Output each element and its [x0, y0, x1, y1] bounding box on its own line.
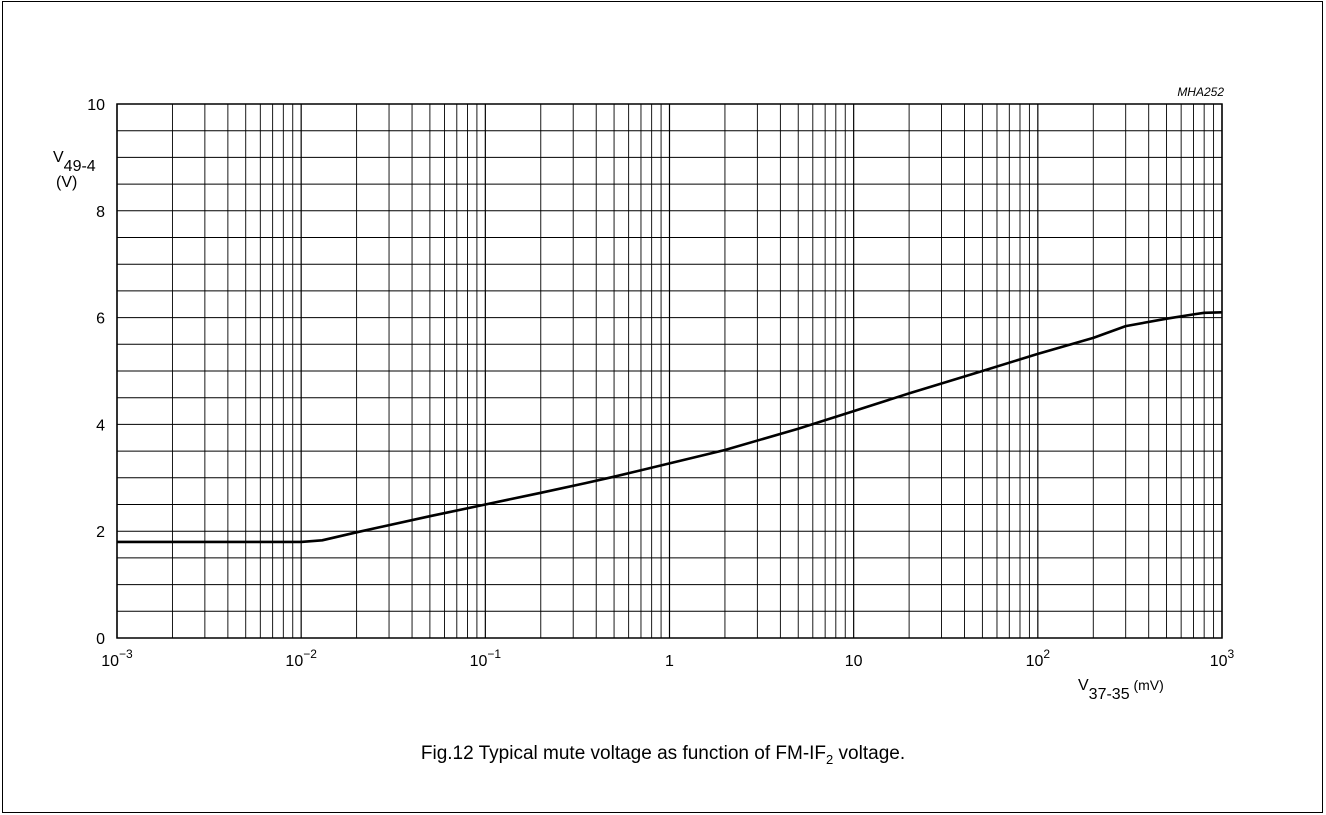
x-tick-label: 1 [665, 653, 674, 670]
y-axis-label: V49-4 [53, 149, 96, 175]
x-tick-label: 10−3 [101, 647, 133, 670]
y-tick-label: 6 [96, 311, 105, 328]
series-line [117, 311, 1223, 544]
y-tick-label: 10 [87, 97, 105, 114]
x-tick-label: 10−1 [470, 647, 502, 670]
caption-suffix: voltage. [833, 743, 906, 764]
x-tick-label: 102 [1026, 647, 1051, 670]
caption-subscript: 2 [826, 751, 834, 767]
y-tick-label: 4 [96, 417, 105, 434]
figure-caption: Fig.12 Typical mute voltage as function … [0, 743, 1326, 767]
y-axis-unit: (V) [56, 174, 77, 191]
caption-text: Fig.12 Typical mute voltage as function … [420, 743, 827, 764]
x-tick-label: 10−2 [285, 647, 317, 670]
drawing-code: MHA252 [1177, 85, 1224, 99]
x-axis-label: V37-35 (mV) [1078, 677, 1164, 703]
y-tick-label: 8 [96, 204, 105, 221]
x-tick-label: 103 [1210, 647, 1235, 670]
y-tick-label: 2 [96, 524, 105, 541]
x-tick-label: 10 [845, 653, 863, 670]
y-tick-label: 0 [96, 631, 105, 648]
plot-area [116, 103, 1223, 639]
